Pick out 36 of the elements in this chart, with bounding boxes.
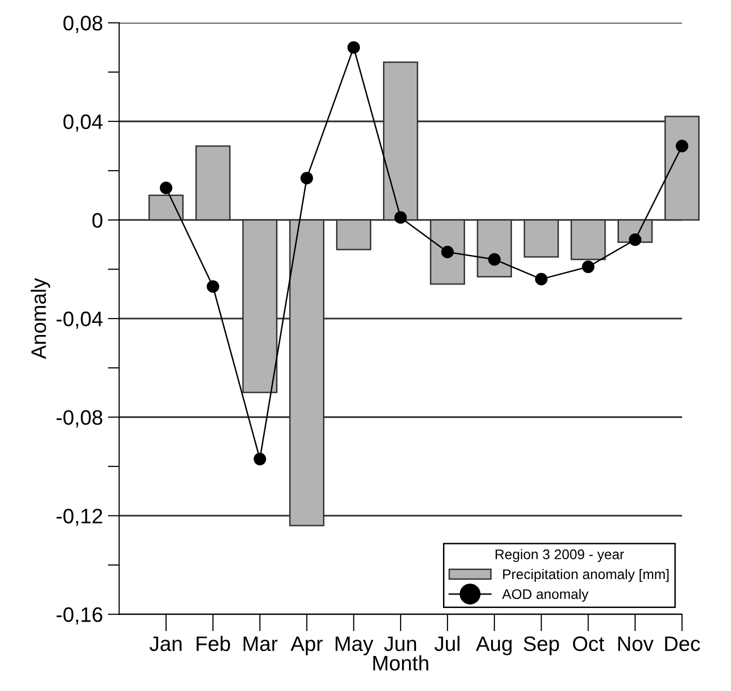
x-tick-label: Feb — [196, 636, 230, 652]
x-tick-label: Dec — [665, 636, 700, 652]
x-tick-label: Apr — [290, 636, 323, 656]
y-tick-label: -0,08 — [56, 410, 102, 428]
point — [254, 452, 266, 466]
x-tick-label: Jan — [150, 636, 182, 652]
legend-label: Precipitation anomaly [mm] — [503, 568, 669, 582]
x-axis-title: Month — [373, 655, 428, 671]
point — [394, 211, 407, 224]
legend-label: AOD anomaly — [502, 588, 588, 602]
point — [676, 140, 688, 152]
point — [535, 272, 548, 286]
y-tick-label: 0,04 — [63, 114, 103, 132]
x-tick-label: Jul — [434, 636, 460, 652]
x-tick-label: Oct — [572, 636, 604, 652]
y-tick-label: -0,04 — [56, 312, 103, 329]
y-tick-label: -0,16 — [56, 607, 102, 625]
point — [441, 246, 454, 258]
point — [160, 182, 172, 194]
legend-title: Region 3 2009 - year — [496, 549, 624, 562]
y-tick-label: 0,08 — [63, 16, 102, 34]
x-tick-label: Aug — [476, 636, 512, 656]
point — [300, 172, 314, 184]
point — [206, 280, 220, 293]
x-tick-label: May — [336, 636, 374, 656]
x-tick-label: Sep — [524, 636, 559, 656]
point — [628, 233, 642, 246]
x-tick-label: Jun — [384, 636, 416, 652]
x-tick-label: Mar — [244, 636, 278, 652]
point — [347, 41, 360, 54]
point — [488, 253, 501, 266]
y-tick-label: -0,12 — [56, 508, 102, 526]
y-axis-title: Anomaly — [30, 278, 50, 360]
y-tick-label: 0 — [92, 212, 102, 228]
x-tick-label: Nov — [618, 636, 654, 652]
point — [582, 260, 594, 274]
